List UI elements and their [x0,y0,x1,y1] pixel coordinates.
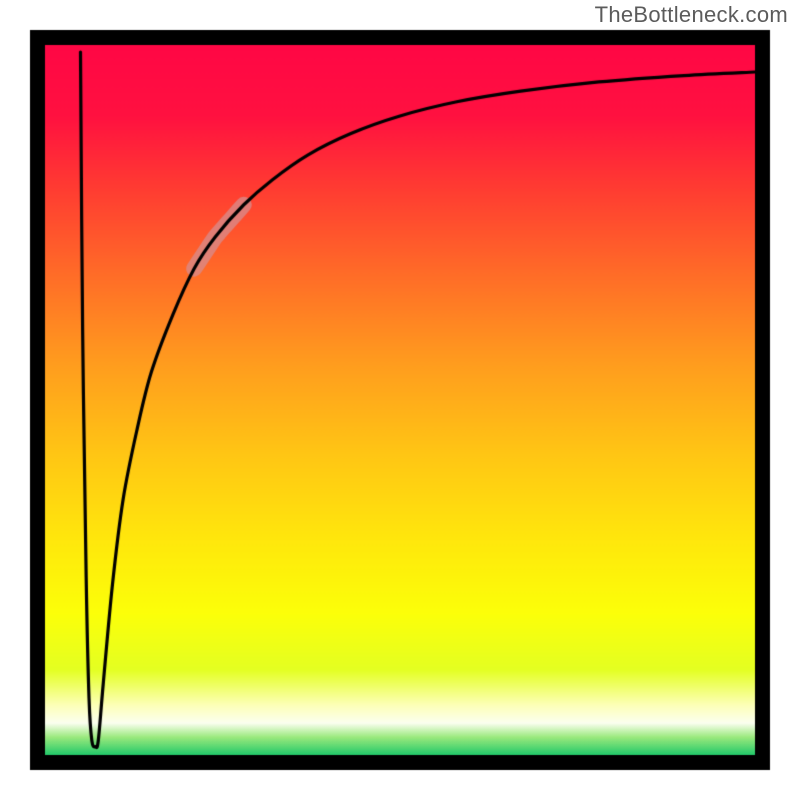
bottleneck-chart: TheBottleneck.com [0,0,800,800]
attribution-label: TheBottleneck.com [595,2,788,28]
chart-canvas [0,0,800,800]
